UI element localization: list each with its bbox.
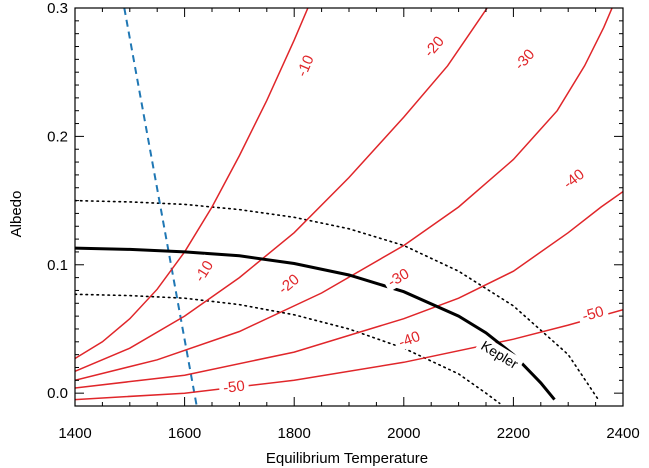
y-tick-label: 0.1: [47, 257, 68, 274]
contour-label-4b-group: -40: [557, 163, 591, 195]
contour-label-1b-group: -10: [292, 49, 319, 83]
contour-label-4b-backing: [557, 163, 591, 195]
dashed-line: [123, 8, 198, 406]
contour-label-5b-group: -50: [576, 301, 610, 326]
contour-label-2b-group: -20: [418, 30, 450, 63]
kepler-label-backing: [475, 335, 525, 374]
contour-label-5a-backing: [218, 377, 250, 397]
contour-label-5a-group: -50: [218, 377, 250, 397]
contour-line-2: [75, 8, 489, 372]
contour-label-4a: -40: [396, 328, 422, 352]
y-tick-label: 0.2: [47, 128, 68, 145]
uncertainty-curve-2: [75, 293, 501, 405]
contour-label-1b-backing: [292, 49, 319, 83]
x-tick-label: 2000: [387, 425, 420, 442]
y-tick-label: 0.3: [47, 0, 68, 17]
contour-label-3a-backing: [381, 263, 416, 292]
contour-line-3: [75, 8, 613, 382]
x-tick-label: 2200: [497, 425, 530, 442]
x-tick-label: 1800: [278, 425, 311, 442]
contour-label-4a-backing: [392, 326, 426, 352]
contour-label-3b-group: -30: [508, 43, 541, 76]
contour-label-5a: -50: [222, 377, 246, 396]
contour-label-2a-group: -20: [272, 268, 306, 300]
contour-label-3b-backing: [508, 43, 541, 76]
y-axis-title: Albedo: [8, 191, 25, 238]
contour-label-3a-group: -30: [381, 263, 416, 292]
x-axis-title: Equilibrium Temperature: [266, 450, 428, 467]
plot-frame: [74, 7, 624, 407]
contour-label-1a-group: -10: [189, 254, 219, 288]
contour-label-5b: -50: [580, 303, 605, 325]
contour-label-4a-group: -40: [392, 326, 426, 352]
kepler-label-group: Kepler: [475, 335, 525, 374]
label-layer: -10 -10 -20 -20 -30 -30 -40 -40 -50 -50 Kepler: [189, 30, 610, 397]
contour-line-1: [75, 8, 309, 360]
uncertainty-curve-1: [75, 199, 600, 401]
contour-line-5: [75, 308, 623, 401]
contour-line-4: [75, 190, 623, 389]
contour-label-2b-backing: [418, 30, 450, 63]
contour-label-2a-backing: [272, 268, 306, 300]
x-tick-label: 1600: [168, 425, 201, 442]
axes-layer: 1400 1600 1800 2000 2200 2400 0.0 0.1 0.2 0.3: [47, 0, 640, 442]
x-tick-label: 1400: [58, 425, 91, 442]
contour-label-1a-backing: [189, 254, 219, 288]
contour-label-5b-backing: [576, 301, 610, 326]
x-tick-label: 2400: [606, 425, 639, 442]
y-tick-label: 0.0: [47, 385, 68, 402]
plot-lines: [75, 8, 623, 406]
